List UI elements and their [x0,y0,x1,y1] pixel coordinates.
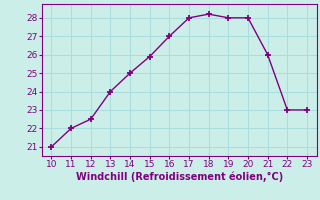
X-axis label: Windchill (Refroidissement éolien,°C): Windchill (Refroidissement éolien,°C) [76,172,283,182]
